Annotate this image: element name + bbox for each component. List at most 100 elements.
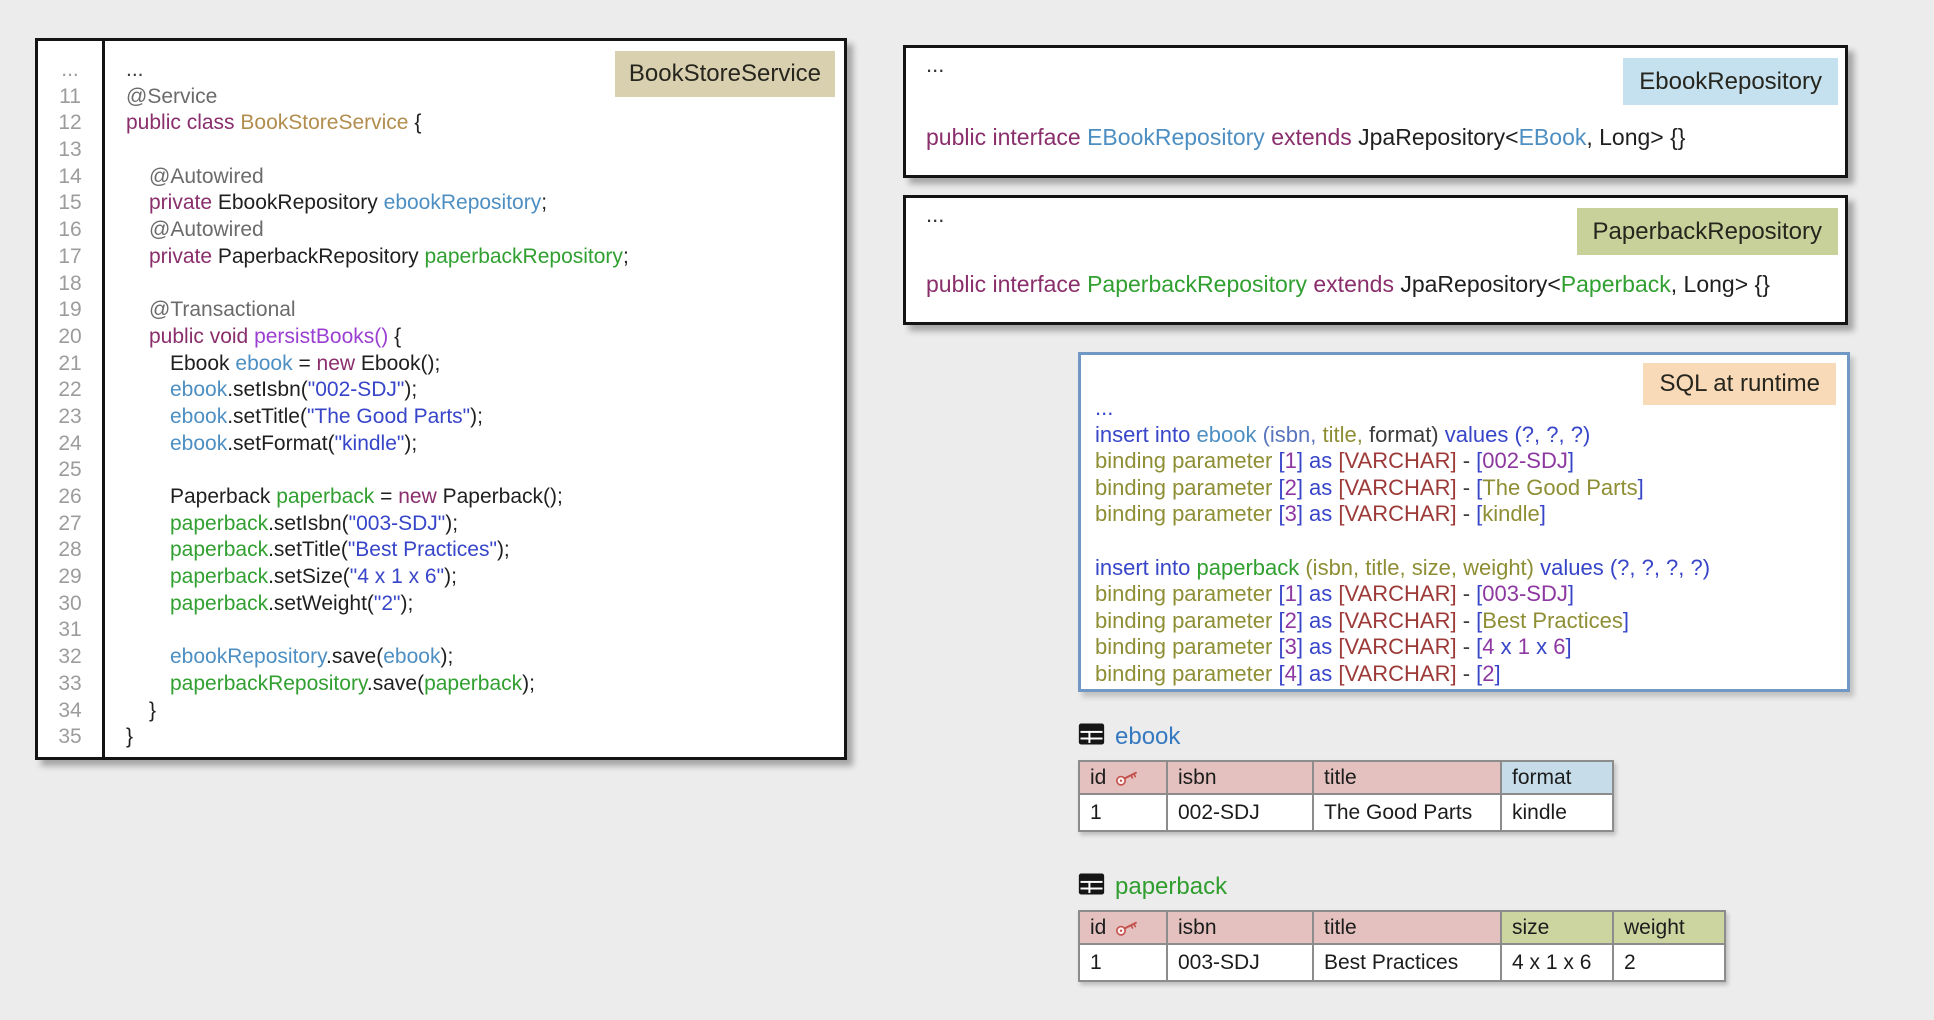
token-slate: (isbn, [1262,421,1323,447]
token-evar: ebook [170,378,228,402]
line-number: 33 [58,671,82,695]
line-number: 34 [58,698,82,722]
token-varchar: [VARCHAR] [1338,634,1457,660]
table-header-row: id isbn title format [1078,760,1614,795]
token-olive: binding parameter [1095,634,1279,660]
paperback-table-name: paperback [1115,873,1228,900]
ebookrepository-panel: ... EbookRepository public interface EBo… [903,45,1848,178]
column-label: weight [1624,915,1685,939]
line-number: 28 [58,538,82,562]
token-sqlkw: ] as [1296,634,1339,660]
code-line: @Autowired [108,164,844,191]
token-pvar: paperback [424,671,523,695]
column-header-id: id [1078,760,1168,795]
ebookrepository-badge: EbookRepository [1623,58,1838,105]
token-olive: binding parameter [1095,660,1279,686]
token-ann: @Autowired [149,164,264,188]
token-ann: @Transactional [149,298,296,322]
token-digit: 3 [1284,634,1297,660]
token-def: ); [522,671,535,695]
table-icon [1078,873,1105,902]
token-varchar: [VARCHAR] [1338,581,1457,607]
table-cell: 003-SDJ [1166,943,1314,982]
code-line [108,617,844,644]
token-digit: 4 [1284,660,1297,686]
table-cell: kindle [1500,793,1614,832]
column-header-title: title [1312,910,1502,945]
token-def: .setIsbn( [227,378,308,402]
token-pvar: paperbackRepository [424,244,623,268]
line-number: 20 [58,324,82,348]
token-evar: ebookRepository [170,645,327,669]
token-sqlkw: ] [1565,634,1572,660]
table-cell: 1 [1078,943,1168,982]
token-sqlkw: [ [1278,501,1285,527]
token-sqlkw: ] as [1296,448,1339,474]
token-digit: 4 [1482,634,1495,660]
code-line: paperback.setSize("4 x 1 x 6"); [108,564,844,591]
sql-line: binding parameter [1] as [VARCHAR] - [00… [1095,581,1841,608]
column-header-title: title [1312,760,1502,795]
token-def: .save( [326,645,384,669]
code-line: paperbackRepository.save(paperback); [108,671,844,698]
sql-line: binding parameter [3] as [VARCHAR] - [ki… [1095,501,1841,528]
token-def: ; [622,244,629,268]
table-row: 1 002-SDJ The Good Parts kindle [1078,793,1614,832]
token-pvar: paperback [170,565,269,589]
token-sqlkw: [ [1476,607,1483,633]
token-def: Ebook [170,351,236,375]
token-digit: 1 [1517,634,1530,660]
ebook-table-block: ebook id isbn title format 1 002-SDJ The Good … [1078,722,1614,832]
token-sqlkw: x [1494,634,1518,660]
token-sqlkw: ] as [1296,581,1339,607]
token-olive: binding parameter [1095,607,1279,633]
token-def: .setFormat( [227,431,335,455]
code-line: ebookRepository.save(ebook); [108,644,844,671]
line-number: 23 [58,404,82,428]
token-def: ); [404,378,418,402]
sql-log: ... insert into ebook (isbn, title, forma… [1095,395,1841,688]
paperbackrepository-badge: PaperbackRepository [1576,208,1838,255]
token-sqlkw: [ [1278,660,1285,686]
token-sqlkw: x [1530,634,1554,660]
token-sqlkw: ] [1494,660,1501,686]
token-ann: @Service [126,84,218,108]
token-varchar: [VARCHAR] [1338,660,1457,686]
token-cls: BookStoreService [240,111,415,135]
token-def: JpaRepository< [1400,271,1561,297]
token-pvar: paperback [170,538,269,562]
bookstoreservice-badge: BookStoreService [614,51,835,97]
token-def: ); [404,431,418,455]
column-label: isbn [1178,915,1217,939]
token-def: } [126,725,134,749]
token-def: } [149,698,157,722]
line-number: 21 [58,351,82,375]
token-dark: ... [126,58,144,81]
token-def: .setTitle( [268,538,348,562]
table-icon [1078,723,1105,752]
line-number: 14 [58,164,82,188]
token-sqlkw: ] [1567,448,1574,474]
token-evar: ebook [170,404,228,428]
token-evar: ebook [383,645,441,669]
token-sqlkw: ] as [1296,607,1339,633]
line-number: 25 [58,458,82,482]
token-sqlkw: ... [1095,395,1114,420]
token-pvar: paperback [170,511,269,535]
column-label: title [1324,765,1357,789]
line-number: 29 [58,565,82,589]
column-header-isbn: isbn [1166,760,1314,795]
ellipsis-text: ... [926,52,945,77]
column-header-size: size [1500,910,1614,945]
column-label: title [1324,915,1357,939]
code-line: @Service [108,84,844,111]
line-number: 22 [58,378,82,402]
code-line: Ebook ebook = new Ebook(); [108,351,844,378]
line-number: ... [61,58,79,81]
bookstoreservice-panel: BookStoreService ... 11 12 13 14 15 16 17 18 19 20… [35,38,847,760]
token-dark: - [1456,607,1477,633]
line-number: 27 [58,511,82,535]
token-dark: - [1456,501,1477,527]
code-line: @Transactional [108,297,844,324]
